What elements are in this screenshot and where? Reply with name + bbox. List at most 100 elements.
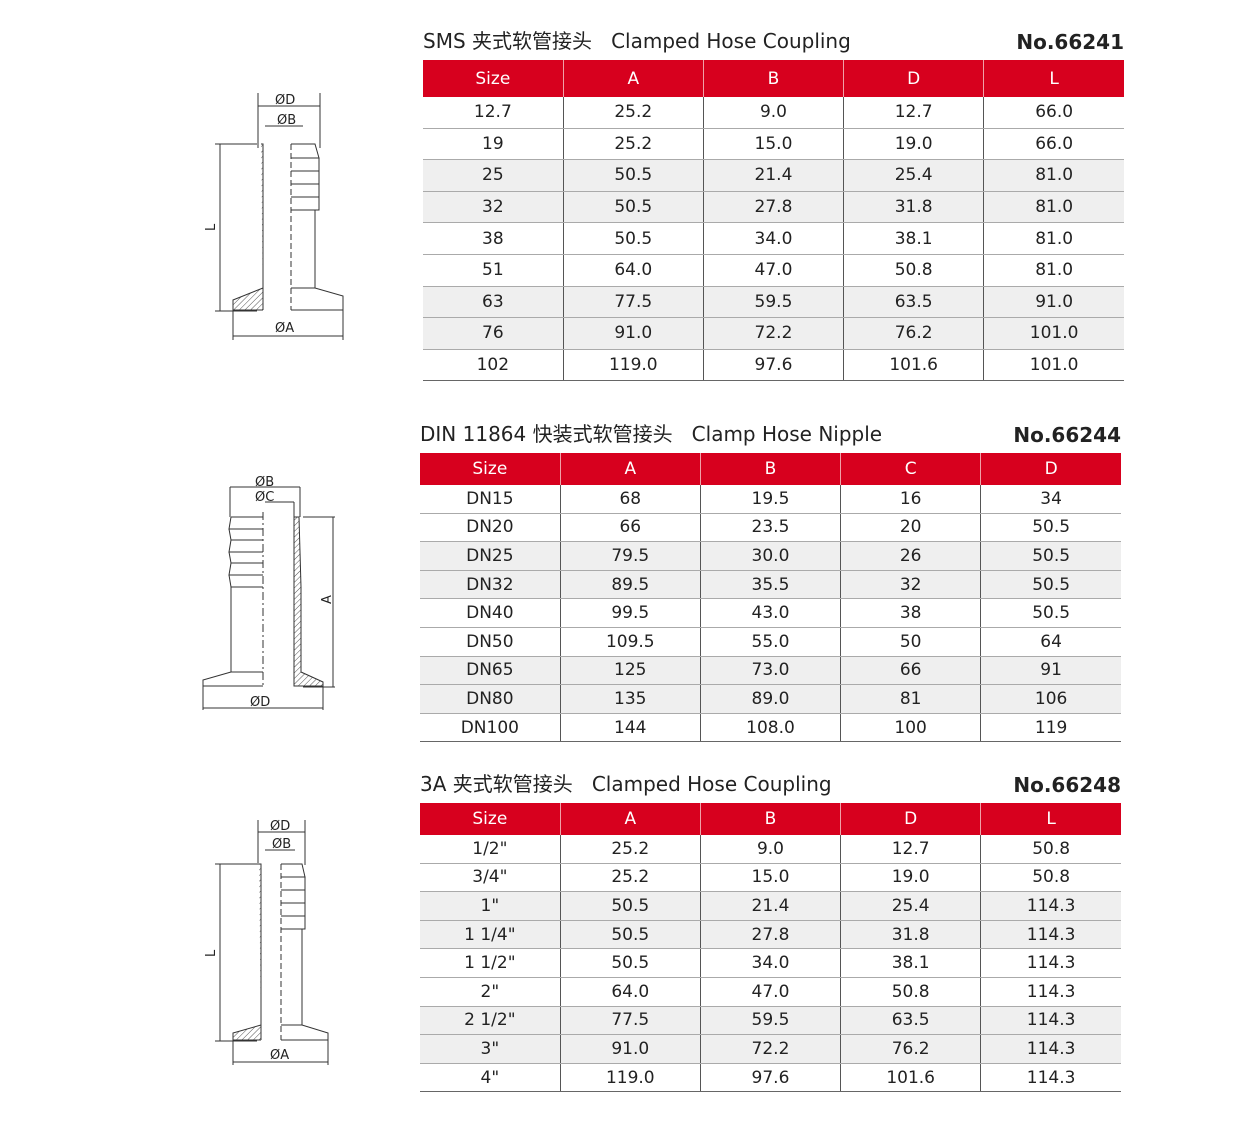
- table-cell: 76: [423, 317, 564, 350]
- label-top2: ØB: [272, 837, 291, 852]
- table-row: DN100 144 108.0 100 119: [420, 713, 1121, 743]
- table-cell: 38: [423, 222, 564, 255]
- table-cell: 21.4: [702, 159, 844, 192]
- table-cell: 30.0: [699, 541, 841, 571]
- table-header-row: Size A B C D: [420, 453, 1121, 485]
- table-cell: 15.0: [702, 128, 844, 161]
- table-cell: 50.8: [980, 835, 1121, 864]
- table-cell: 114.3: [980, 1034, 1121, 1064]
- table-cell: 81.0: [983, 222, 1124, 255]
- table-cell: 26: [840, 541, 981, 571]
- product-number: No.66244: [1013, 423, 1121, 447]
- table-row: 25 50.5 21.4 25.4 81.0: [423, 159, 1124, 192]
- table-cell: 20: [840, 513, 981, 543]
- table-cell: DN20: [420, 513, 561, 543]
- label-bottom: ØD: [250, 695, 270, 710]
- table-row: 1 1/4" 50.5 27.8 31.8 114.3: [420, 920, 1121, 950]
- table-cell: 66.0: [983, 128, 1124, 161]
- table-cell: 68: [559, 485, 701, 514]
- table-cell: 19.0: [843, 128, 984, 161]
- table-cell: 31.8: [840, 920, 981, 950]
- dimension-table: Size A B C D DN15 68 19.5 16 34 DN20 66 23.5 20 50.5 DN…: [420, 453, 1121, 743]
- table-cell: 81.0: [983, 191, 1124, 224]
- table-cell: 79.5: [559, 541, 701, 571]
- table-cell: 66.0: [983, 97, 1124, 129]
- product-number: No.66241: [1016, 30, 1124, 54]
- table-cell: 114.3: [980, 948, 1121, 978]
- section-sms-clamped-hose-coupling: SMS 夹式软管接头 Clamped Hose Coupling No.6624…: [423, 26, 1124, 382]
- table-cell: 34.0: [699, 948, 841, 978]
- table-cell: 119.0: [559, 1063, 701, 1093]
- table-cell: 77.5: [559, 1006, 701, 1036]
- label-bottom: ØA: [275, 321, 294, 336]
- table-cell: 38.1: [843, 222, 984, 255]
- table-row: 102 119.0 97.6 101.6 101.0: [423, 349, 1124, 382]
- table-cell: 50.5: [562, 222, 704, 255]
- table-row: DN50 109.5 55.0 50 64: [420, 627, 1121, 657]
- column-header: Size: [420, 453, 561, 485]
- table-cell: 50.5: [980, 570, 1121, 600]
- table-row: DN32 89.5 35.5 32 50.5: [420, 570, 1121, 600]
- product-number: No.66248: [1013, 773, 1121, 797]
- table-cell: 59.5: [702, 286, 844, 319]
- label-top2: ØC: [255, 490, 274, 505]
- table-cell: 50: [840, 627, 981, 657]
- table-cell: 97.6: [699, 1063, 841, 1093]
- table-cell: 21.4: [699, 891, 841, 921]
- technical-drawing-din: ØB ØC A ØD: [202, 475, 335, 710]
- table-cell: 50.5: [980, 598, 1121, 628]
- table-cell: 31.8: [843, 191, 984, 224]
- table-cell: 47.0: [702, 254, 844, 287]
- table-cell: 25.4: [840, 891, 981, 921]
- label-top1: ØB: [255, 475, 274, 490]
- table-row: 32 50.5 27.8 31.8 81.0: [423, 191, 1124, 224]
- table-cell: 25.2: [562, 97, 704, 129]
- table-cell: 9.0: [702, 97, 844, 129]
- table-cell: 25.2: [562, 128, 704, 161]
- table-cell: 25.2: [559, 835, 701, 864]
- section-din-clamp-hose-nipple: DIN 11864 快装式软管接头 Clamp Hose Nipple No.6…: [420, 419, 1121, 743]
- technical-drawing-sms: ØD ØB L ØA: [204, 93, 344, 340]
- table-cell: DN65: [420, 656, 561, 686]
- column-header: Size: [423, 60, 564, 97]
- column-header: Size: [420, 803, 561, 835]
- table-cell: 99.5: [559, 598, 701, 628]
- table-cell: 3/4": [420, 863, 561, 893]
- table-cell: DN40: [420, 598, 561, 628]
- table-cell: 81.0: [983, 254, 1124, 287]
- column-header: B: [699, 453, 841, 485]
- label-side: A: [320, 595, 335, 604]
- table-cell: 32: [840, 570, 981, 600]
- table-cell: 101.6: [843, 349, 984, 382]
- table-cell: 81.0: [983, 159, 1124, 192]
- table-cell: 16: [840, 485, 981, 514]
- table-cell: 50.5: [562, 159, 704, 192]
- table-cell: DN50: [420, 627, 561, 657]
- column-header: L: [980, 803, 1121, 835]
- table-cell: 50.8: [980, 863, 1121, 893]
- table-cell: 114.3: [980, 977, 1121, 1007]
- table-cell: 108.0: [699, 713, 841, 743]
- label-top1: ØD: [275, 93, 295, 108]
- table-row: DN25 79.5 30.0 26 50.5: [420, 541, 1121, 571]
- table-row: 2 1/2" 77.5 59.5 63.5 114.3: [420, 1006, 1121, 1036]
- table-header-row: Size A B D L: [423, 60, 1124, 97]
- table-cell: 59.5: [699, 1006, 841, 1036]
- table-cell: 47.0: [699, 977, 841, 1007]
- table-cell: DN32: [420, 570, 561, 600]
- table-row: 3" 91.0 72.2 76.2 114.3: [420, 1034, 1121, 1064]
- table-cell: 89.0: [699, 684, 841, 714]
- table-cell: 38: [840, 598, 981, 628]
- table-cell: 2 1/2": [420, 1006, 561, 1036]
- table-row: 2" 64.0 47.0 50.8 114.3: [420, 977, 1121, 1007]
- table-cell: 4": [420, 1063, 561, 1093]
- column-header: B: [699, 803, 841, 835]
- table-cell: 23.5: [699, 513, 841, 543]
- table-cell: 76.2: [843, 317, 984, 350]
- table-cell: 12.7: [423, 97, 564, 129]
- technical-drawing-3a: ØD ØB L ØA: [204, 819, 329, 1065]
- table-cell: 12.7: [843, 97, 984, 129]
- table-header-row: Size A B D L: [420, 803, 1121, 835]
- table-row: 63 77.5 59.5 63.5 91.0: [423, 286, 1124, 319]
